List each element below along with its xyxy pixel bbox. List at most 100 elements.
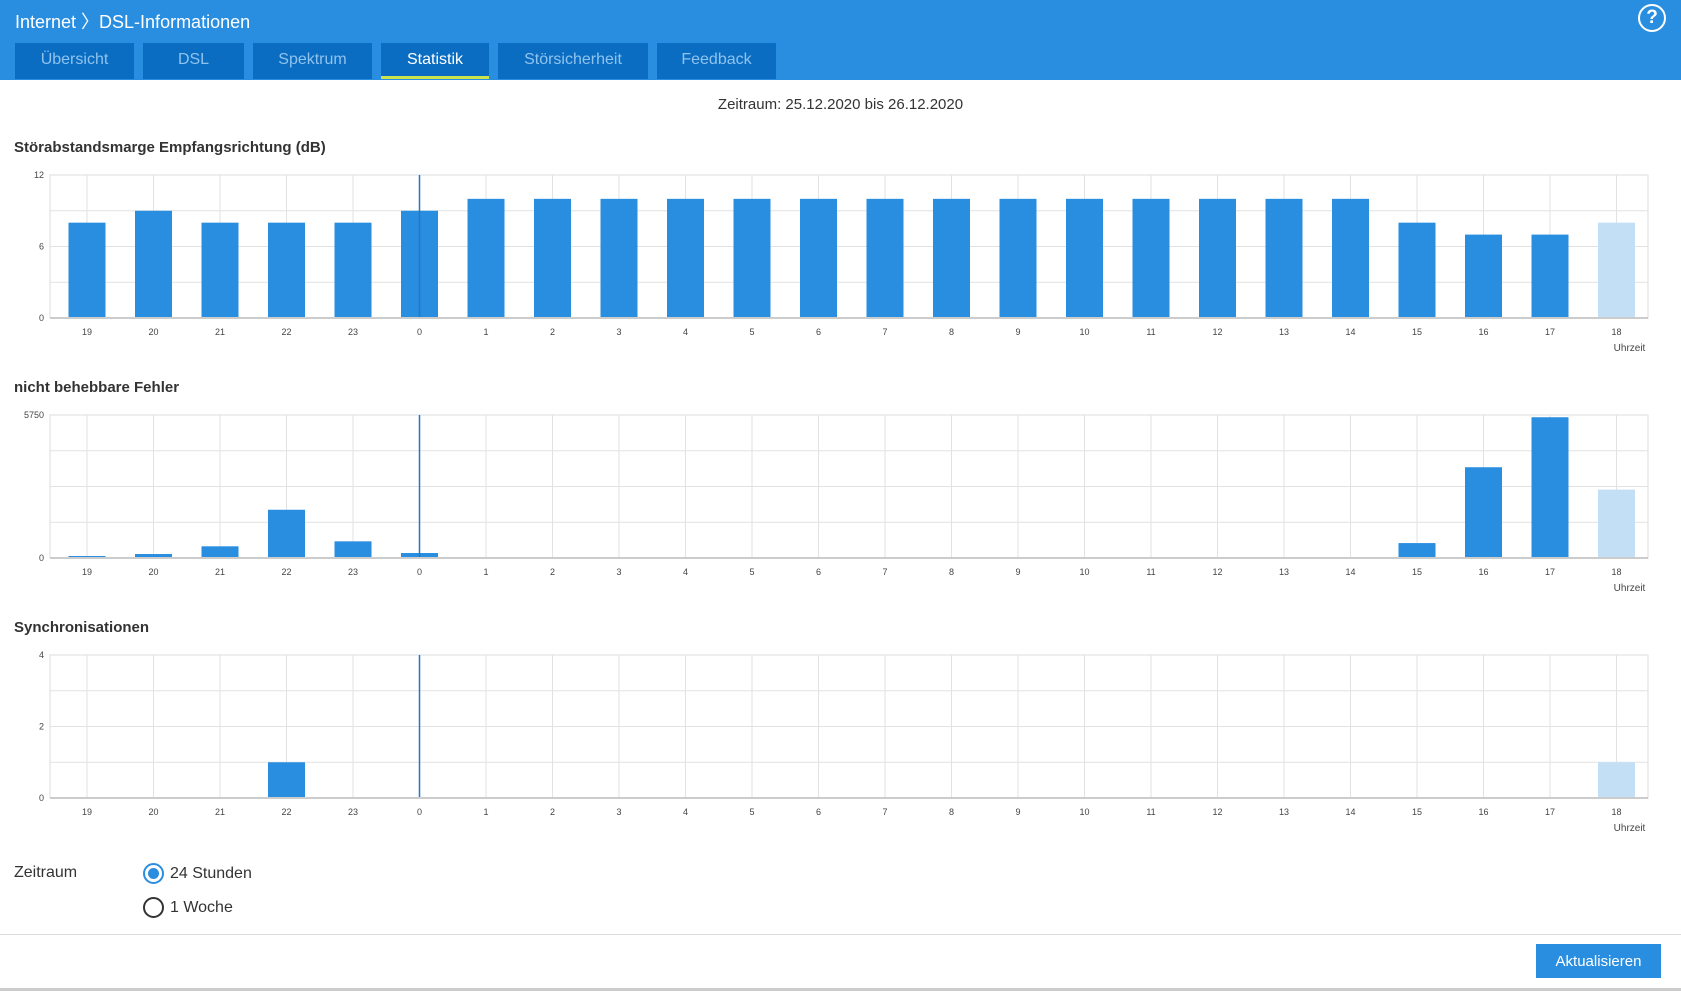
radio-1-week[interactable]: 1 Woche bbox=[143, 897, 233, 918]
y-tick-label: 6 bbox=[39, 242, 44, 252]
bar-23 bbox=[334, 222, 372, 318]
bar-23 bbox=[334, 541, 372, 558]
tab-statistik[interactable]: Statistik bbox=[381, 43, 489, 79]
x-tick-label: 4 bbox=[683, 327, 688, 337]
breadcrumb: Internet 〉DSL-Informationen bbox=[15, 12, 251, 32]
x-tick-label: 16 bbox=[1478, 807, 1488, 817]
x-tick-label: 6 bbox=[816, 327, 821, 337]
x-tick-label: 3 bbox=[616, 567, 621, 577]
footer-divider bbox=[0, 934, 1681, 935]
x-tick-label: 0 bbox=[417, 567, 422, 577]
x-tick-label: 4 bbox=[683, 567, 688, 577]
x-tick-label: 4 bbox=[683, 807, 688, 817]
bar-20 bbox=[135, 554, 172, 558]
x-tick-label: 1 bbox=[483, 567, 488, 577]
chart-snr-margin: 19 20 21 22 23 0 1 2 3 4 5 6 7 8 9 10 11 12 13 14 15 16 17 1806… bbox=[34, 170, 1649, 354]
x-tick-label: 20 bbox=[148, 567, 158, 577]
chart-title-errors: nicht behebbare Fehler bbox=[14, 379, 180, 396]
x-tick-label: 13 bbox=[1279, 567, 1289, 577]
x-tick-label: 21 bbox=[215, 567, 225, 577]
bar-21 bbox=[201, 222, 239, 318]
x-tick-label: 14 bbox=[1345, 567, 1355, 577]
header: Internet 〉DSL-Informationen ? Übersicht … bbox=[0, 0, 1681, 80]
y-tick-label: 0 bbox=[39, 313, 44, 323]
x-tick-label: 17 bbox=[1545, 567, 1555, 577]
x-tick-label: 12 bbox=[1212, 807, 1222, 817]
bar-15 bbox=[1398, 543, 1436, 558]
x-tick-label: 19 bbox=[82, 327, 92, 337]
radio-selected-icon[interactable] bbox=[143, 863, 164, 884]
chart-title-syncs: Synchronisationen bbox=[14, 619, 150, 636]
x-tick-label: 19 bbox=[82, 567, 92, 577]
x-tick-label: 11 bbox=[1146, 567, 1155, 577]
x-tick-label: 21 bbox=[215, 327, 225, 337]
bar-19 bbox=[68, 222, 106, 318]
tab-stoersicherheit[interactable]: Störsicherheit bbox=[498, 43, 648, 79]
bar-22 bbox=[268, 222, 305, 318]
y-tick-label: 4 bbox=[39, 650, 44, 660]
x-tick-label: 22 bbox=[281, 327, 291, 337]
bar-4 bbox=[667, 198, 704, 318]
x-tick-label: 6 bbox=[816, 567, 821, 577]
bar-9 bbox=[999, 198, 1037, 318]
x-tick-label: 12 bbox=[1212, 567, 1222, 577]
x-tick-label: 2 bbox=[550, 567, 555, 577]
x-tick-label: 18 bbox=[1611, 327, 1621, 337]
x-tick-label: 2 bbox=[550, 807, 555, 817]
x-tick-label: 23 bbox=[348, 567, 358, 577]
bar-8 bbox=[933, 198, 970, 318]
x-tick-label: 11 bbox=[1146, 807, 1155, 817]
refresh-button[interactable]: Aktualisieren bbox=[1536, 944, 1661, 978]
x-tick-label: 8 bbox=[949, 567, 954, 577]
x-tick-label: 20 bbox=[148, 327, 158, 337]
tab-bar: Übersicht DSL Spektrum Statistik Störsic… bbox=[15, 43, 776, 79]
tab-uebersicht[interactable]: Übersicht bbox=[15, 43, 134, 79]
bar-22 bbox=[268, 762, 305, 798]
x-tick-label: 13 bbox=[1279, 327, 1289, 337]
bar-17 bbox=[1531, 234, 1569, 318]
x-tick-label: 3 bbox=[616, 807, 621, 817]
bar-18 bbox=[1598, 762, 1635, 798]
x-tick-label: 19 bbox=[82, 807, 92, 817]
x-tick-label: 18 bbox=[1611, 567, 1621, 577]
bar-11 bbox=[1132, 198, 1170, 318]
tab-dsl[interactable]: DSL bbox=[143, 43, 244, 79]
x-tick-label: 22 bbox=[281, 567, 291, 577]
bar-16 bbox=[1465, 467, 1502, 558]
x-tick-label: 5 bbox=[749, 807, 754, 817]
x-tick-label: 23 bbox=[348, 327, 358, 337]
bar-20 bbox=[135, 210, 172, 318]
x-tick-label: 23 bbox=[348, 807, 358, 817]
x-tick-label: 14 bbox=[1345, 807, 1355, 817]
bar-7 bbox=[866, 198, 904, 318]
x-axis-label: Uhrzeit bbox=[1614, 583, 1646, 594]
radio-24h-label: 24 Stunden bbox=[170, 864, 252, 882]
help-icon[interactable]: ? bbox=[1638, 4, 1666, 32]
x-tick-label: 9 bbox=[1015, 807, 1020, 817]
period-label: Zeitraum bbox=[14, 864, 78, 881]
tab-feedback[interactable]: Feedback bbox=[657, 43, 776, 79]
y-tick-label: 2 bbox=[39, 722, 44, 732]
x-tick-label: 10 bbox=[1079, 567, 1089, 577]
bar-16 bbox=[1465, 234, 1502, 318]
x-tick-label: 8 bbox=[949, 327, 954, 337]
x-tick-label: 15 bbox=[1412, 327, 1422, 337]
x-tick-label: 22 bbox=[281, 807, 291, 817]
x-tick-label: 15 bbox=[1412, 807, 1422, 817]
bar-17 bbox=[1531, 417, 1569, 558]
y-tick-label: 0 bbox=[39, 553, 44, 563]
tab-spektrum[interactable]: Spektrum bbox=[253, 43, 372, 79]
x-tick-label: 7 bbox=[882, 807, 887, 817]
bar-6 bbox=[800, 198, 837, 318]
x-tick-label: 16 bbox=[1478, 327, 1488, 337]
y-tick-label: 5750 bbox=[24, 410, 44, 420]
bar-5 bbox=[733, 198, 771, 318]
bar-18 bbox=[1598, 222, 1635, 318]
bar-10 bbox=[1066, 198, 1103, 318]
chart-synchronisations: 19 20 21 22 23 0 1 2 3 4 5 6 7 8 9 10 11 12 13 14 15 16 17 1802… bbox=[39, 650, 1649, 834]
chart-title-snr: Störabstandsmarge Empfangsrichtung (dB) bbox=[14, 139, 326, 156]
radio-24h[interactable]: 24 Stunden bbox=[143, 863, 252, 884]
radio-unselected-icon[interactable] bbox=[143, 897, 164, 918]
x-tick-label: 7 bbox=[882, 327, 887, 337]
x-tick-label: 2 bbox=[550, 327, 555, 337]
